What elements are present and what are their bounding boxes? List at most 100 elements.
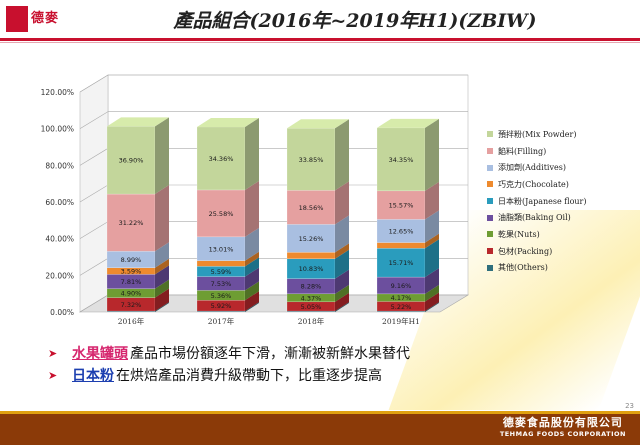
legend-item: 油脂類(Baking Oil) [487,209,637,226]
bullet-keyword: 水果罐頭 [72,346,128,362]
legend-swatch [487,181,493,188]
bar-segment-side [425,292,439,312]
y-tick-label: 60.00% [45,198,74,207]
legend-label: 添加劑(Additives) [498,163,566,173]
legend-label: 日本粉(Japanese flour) [498,196,587,206]
legend-swatch [487,131,493,138]
data-label: 15.57% [389,202,414,210]
bar-segment-side [425,302,439,312]
x-tick-label: 2016年 [118,316,145,326]
arrow-bullet-icon: ➤ [48,346,58,360]
bar-segment-side [155,279,169,298]
bar-segment-front [286,224,336,253]
x-tick-label: 2019年H1 [382,316,420,326]
data-label: 36.90% [119,157,144,165]
data-label: 4.17% [391,294,412,302]
bar-segment-side [245,251,259,267]
bar-segment-side [335,119,349,191]
bar-segment-side [245,302,259,312]
data-label: 5.36% [211,292,232,300]
data-label: 4.90% [121,290,142,298]
legend-swatch [487,231,493,238]
data-label: 7.53% [211,280,232,288]
chart-legend: 預拌粉(Mix Powder) 餡料(Filling) 添加劑(Additive… [487,126,637,276]
legend-label: 餡料(Filling) [498,146,547,156]
company-name-zh: 德麥食品股份有限公司 [502,416,623,429]
bullet-item: ➤ 日本粉 在烘焙產品消費升級帶動下，比重逐步提高 [48,364,608,386]
bar-segment-side [425,118,439,191]
bar-segment-side [425,239,439,278]
bar-top [197,117,259,127]
bar-segment-front [106,193,156,252]
legend-item: 其他(Others) [487,260,637,277]
bar-segment-side [155,288,169,312]
bar-segment-side [155,302,169,312]
data-label: 31.22% [119,219,144,227]
bar-segment-side [335,243,349,259]
bar-segment-front [376,242,426,249]
bar-segment-front [286,252,336,259]
bar-segment-side [335,269,349,294]
y-tick-label: 100.00% [41,125,74,134]
bar-top [107,117,169,127]
data-label: 34.36% [209,155,234,163]
legend-label: 包材(Packing) [498,246,553,256]
page-number: 23 [625,402,634,410]
data-label: 13.01% [209,245,234,253]
bar-segment-side [335,292,349,312]
bar-segment-side [245,257,259,277]
bar-segment-side [155,258,169,275]
data-label: 3.59% [121,268,142,276]
legend-label: 巧克力(Chocolate) [498,179,569,189]
bar-segment-side [245,281,259,301]
logo-text: 德麥 [31,11,60,26]
legend-item: 添加劑(Additives) [487,159,637,176]
bar-segment-side [335,284,349,302]
company-name-en: TEHMAG FOODS CORPORATION [499,430,626,438]
bar-segment-side [155,117,169,195]
data-label: 10.83% [299,265,324,273]
bar-segment-side [425,268,439,294]
bar-segment-front [196,189,246,238]
data-label: 33.85% [299,156,324,164]
title-divider [0,38,640,41]
bar-top [377,118,439,128]
bar-segment-side [335,181,349,225]
footer-bar [0,411,640,445]
data-label: 7.81% [121,278,142,286]
bullet-item: ➤ 水果罐頭 產品市場份額逐年下滑，漸漸被新鮮水果替代 [48,342,608,364]
legend-swatch [487,264,493,271]
data-label: 5.05% [301,303,322,311]
legend-item: 餡料(Filling) [487,143,637,160]
data-label: 18.56% [299,204,324,212]
bullet-text: 在烘焙產品消費升級帶動下，比重逐步提高 [116,368,382,384]
bar-segment-side [425,233,439,249]
bar-segment-side [155,265,169,289]
bar-segment-side [425,210,439,243]
company-logo: 德麥 [6,4,68,34]
x-tick-label: 2018年 [298,316,325,326]
bar-segment-side [335,215,349,253]
bar-segment-side [155,185,169,252]
data-label: 8.28% [301,283,322,291]
data-label: 7.32% [121,301,142,309]
data-label: 12.65% [389,227,414,235]
legend-swatch [487,248,493,255]
y-tick-label: 80.00% [45,161,74,170]
gridline [79,111,468,129]
legend-label: 油脂類(Baking Oil) [498,213,571,223]
page-title: 產品組合(2016年~2019年H1)(ZBIW) [173,10,537,32]
legend-item: 包材(Packing) [487,243,637,260]
y-tick-label: 120.00% [41,88,74,97]
bar-segment-front [106,126,156,195]
legend-swatch [487,164,493,171]
bar-segment-side [245,180,259,237]
footer-stripe [0,411,640,414]
legend-item: 預拌粉(Mix Powder) [487,126,637,143]
y-tick-label: 20.00% [45,271,74,280]
bar-segment-side [245,291,259,312]
bar-top [287,119,349,129]
data-label: 9.16% [391,282,412,290]
data-label: 25.58% [209,210,234,218]
data-label: 34.35% [389,156,414,164]
